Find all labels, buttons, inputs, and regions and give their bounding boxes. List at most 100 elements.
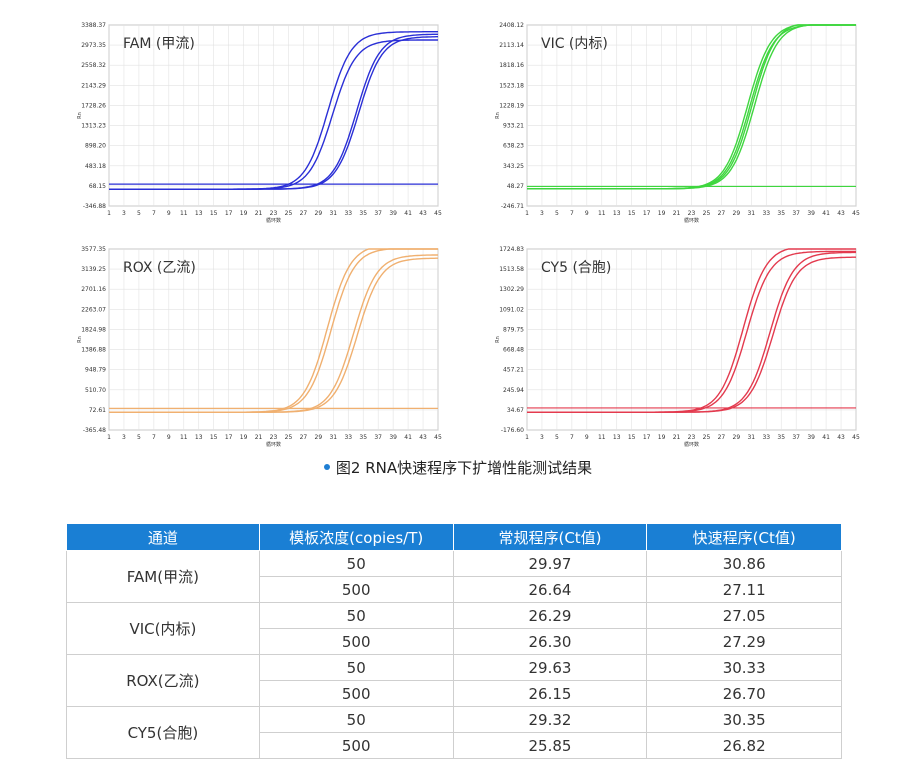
chart-svg: 1724.83 1513.58 1302.29 1091.02 879.75 668.48… (495, 246, 860, 448)
cell-fast-ct: 30.86 (646, 550, 842, 577)
cell-normal-ct: 29.63 (452, 654, 648, 681)
y-tick-label: 510.70 (85, 387, 106, 394)
x-tick-label: 29 (315, 434, 323, 441)
x-tick-label: 9 (585, 210, 589, 217)
y-tick-label: -346.88 (83, 203, 106, 210)
x-axis-label: 循环数 (266, 441, 281, 448)
x-tick-label: 35 (359, 210, 367, 217)
y-tick-label: 1728.26 (81, 102, 106, 109)
x-tick-label: 43 (837, 434, 845, 441)
x-tick-label: 39 (389, 434, 397, 441)
x-tick-label: 17 (643, 210, 651, 217)
cell-normal-ct: 26.15 (452, 680, 648, 707)
y-tick-label: 2701.16 (81, 286, 106, 293)
x-tick-label: 41 (822, 434, 830, 441)
x-tick-label: 43 (419, 210, 427, 217)
x-tick-label: 17 (225, 434, 233, 441)
x-tick-label: 31 (747, 434, 755, 441)
cell-concentration: 50 (258, 602, 454, 629)
y-tick-label: 3388.37 (81, 22, 106, 29)
x-tick-label: 21 (255, 434, 263, 441)
table-row: VIC(内标) 50 26.29 27.05 (66, 602, 842, 655)
caption-bullet-icon (323, 463, 330, 470)
x-tick-label: 27 (300, 210, 308, 217)
x-tick-label: 5 (555, 434, 559, 441)
x-tick-label: 33 (762, 210, 770, 217)
y-axis-label: Rn (77, 112, 83, 119)
y-tick-label: 879.75 (503, 326, 524, 333)
table-row: 500 26.30 27.29 (67, 628, 842, 655)
amplification-curve (109, 36, 438, 190)
y-axis-label: Rn (495, 112, 501, 119)
y-tick-label: 68.15 (89, 183, 106, 190)
cell-concentration: 50 (258, 654, 454, 681)
x-tick-label: 1 (107, 210, 111, 217)
y-tick-label: 1313.23 (81, 123, 106, 130)
chart-title: ROX (乙流) (123, 260, 196, 276)
y-tick-label: 1386.88 (81, 347, 106, 354)
x-tick-label: 43 (419, 434, 427, 441)
y-tick-label: 948.79 (85, 367, 106, 374)
results-table: 通道 模板浓度(copies/T) 常规程序(Ct值) 快速程序(Ct值) FA… (66, 523, 842, 759)
cell-concentration: 500 (258, 576, 454, 603)
cell-concentration: 50 (258, 550, 454, 577)
cell-channel: VIC(内标) (66, 602, 260, 655)
x-tick-label: 25 (703, 434, 711, 441)
x-tick-label: 29 (733, 210, 741, 217)
y-axis-label: Rn (495, 336, 501, 343)
y-tick-label: 2143.29 (81, 82, 106, 89)
y-tick-label: 34.67 (507, 407, 524, 414)
y-tick-label: 343.25 (503, 163, 524, 170)
x-axis-label: 循环数 (684, 217, 699, 224)
y-tick-label: 1091.02 (499, 306, 524, 313)
header-concentration: 模板浓度(copies/T) (258, 523, 454, 551)
x-tick-label: 7 (570, 210, 574, 217)
x-tick-label: 5 (555, 210, 559, 217)
y-tick-label: 72.61 (89, 407, 106, 414)
x-tick-label: 29 (733, 434, 741, 441)
cell-fast-ct: 30.33 (646, 654, 842, 681)
x-tick-label: 45 (852, 210, 860, 217)
cell-channel: FAM(甲流) (66, 550, 260, 603)
x-tick-label: 31 (747, 210, 755, 217)
x-tick-label: 25 (703, 210, 711, 217)
table-row: 500 26.15 26.70 (67, 680, 842, 707)
cell-channel: ROX(乙流) (66, 654, 260, 707)
y-tick-label: 898.20 (85, 143, 106, 150)
cell-normal-ct: 25.85 (452, 732, 648, 759)
x-tick-label: 23 (270, 210, 278, 217)
chart-cy5: 1724.83 1513.58 1302.29 1091.02 879.75 668.48… (458, 232, 908, 457)
x-tick-label: 33 (762, 434, 770, 441)
y-tick-label: -246.71 (501, 203, 524, 210)
x-tick-label: 31 (329, 210, 337, 217)
x-tick-label: 13 (195, 210, 203, 217)
x-tick-label: 5 (137, 210, 141, 217)
chart-title: CY5 (合胞) (541, 260, 611, 276)
x-tick-label: 3 (122, 434, 126, 441)
x-tick-label: 21 (673, 210, 681, 217)
y-tick-label: 2263.07 (81, 306, 106, 313)
chart-svg: 3388.37 2973.35 2558.32 2143.29 1728.26 1313.… (77, 22, 442, 224)
cell-normal-ct: 29.32 (452, 706, 648, 733)
x-tick-label: 37 (792, 434, 800, 441)
chart-svg: 3577.35 3139.25 2701.16 2263.07 1824.98 1386.… (77, 246, 442, 448)
x-tick-label: 41 (404, 210, 412, 217)
x-tick-label: 23 (688, 210, 696, 217)
x-tick-label: 9 (167, 434, 171, 441)
x-tick-label: 1 (525, 434, 529, 441)
cell-fast-ct: 26.82 (646, 732, 842, 759)
cell-concentration: 500 (258, 680, 454, 707)
y-tick-label: 1724.83 (499, 246, 524, 253)
x-tick-label: 45 (852, 434, 860, 441)
y-tick-label: 245.94 (503, 387, 524, 394)
x-tick-label: 3 (540, 434, 544, 441)
x-tick-label: 27 (718, 210, 726, 217)
x-tick-label: 33 (344, 434, 352, 441)
x-tick-label: 11 (180, 434, 188, 441)
table-row: ROX(乙流) 50 29.63 30.33 (66, 654, 842, 707)
x-tick-label: 21 (673, 434, 681, 441)
cell-channel: CY5(合胞) (66, 706, 260, 759)
y-tick-label: 2558.32 (81, 62, 106, 69)
x-tick-label: 33 (344, 210, 352, 217)
table-row: FAM(甲流) 50 29.97 30.86 (66, 550, 842, 603)
